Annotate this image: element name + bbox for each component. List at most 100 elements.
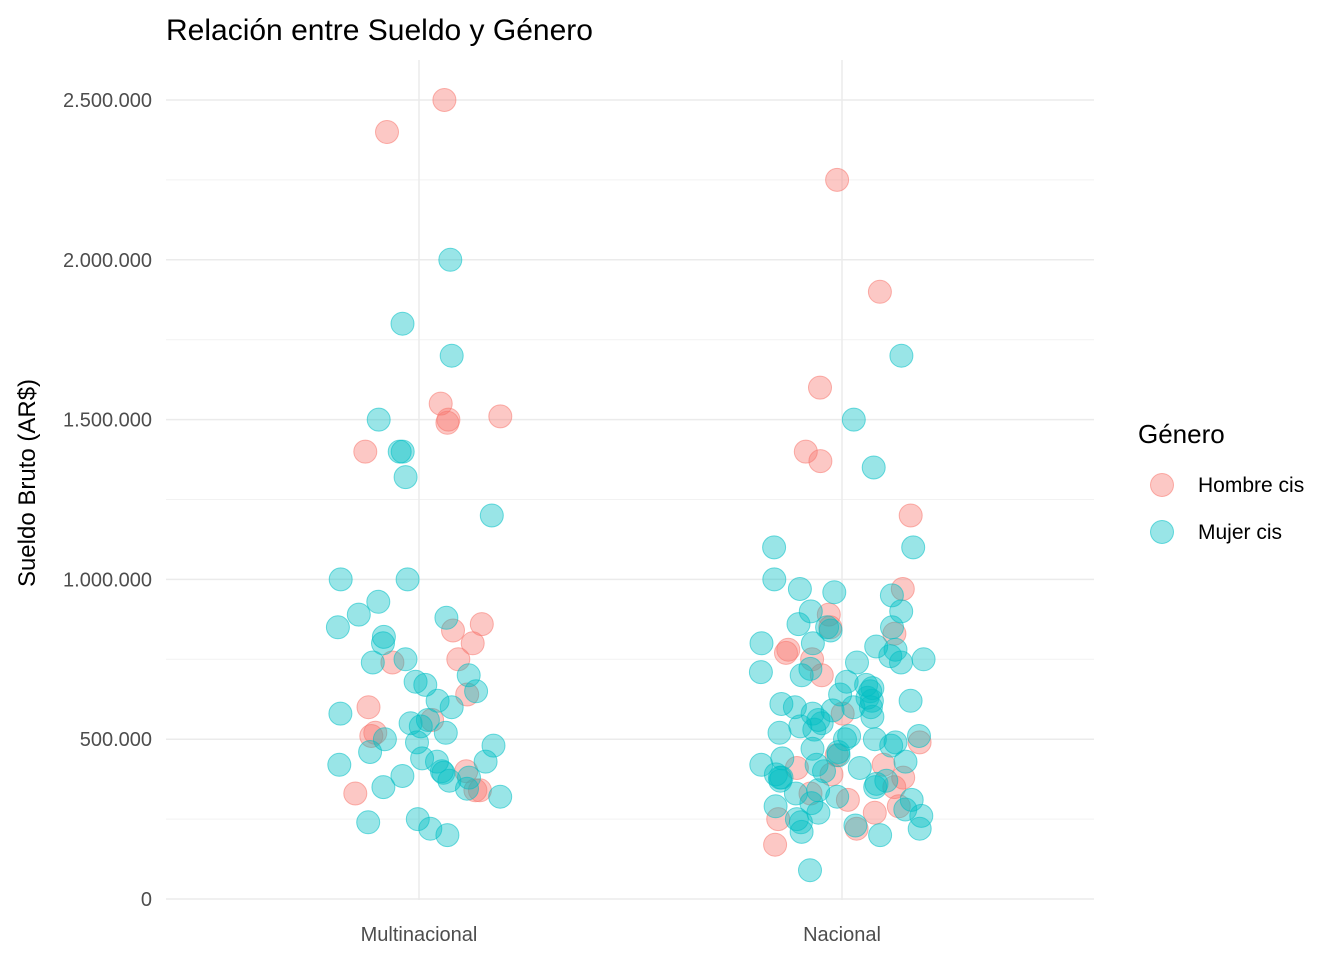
data-point — [433, 720, 458, 745]
data-point — [907, 724, 931, 748]
chart-title: Relación entre Sueldo y Género — [166, 14, 593, 47]
data-point — [828, 682, 853, 707]
data-point — [410, 746, 435, 771]
data-point — [804, 752, 829, 777]
data-point — [328, 567, 353, 592]
data-point — [833, 727, 857, 752]
data-point — [879, 583, 904, 608]
data-point — [432, 88, 457, 112]
data-point — [405, 730, 429, 755]
data-point — [858, 695, 883, 720]
data-point — [366, 589, 391, 614]
data-point — [439, 343, 464, 368]
data-point — [371, 631, 395, 656]
data-point — [847, 756, 872, 780]
data-point — [343, 781, 368, 806]
data-point — [395, 567, 420, 592]
data-point — [800, 631, 825, 656]
y-tick-label: 1.000.000 — [63, 569, 152, 591]
y-tick-label: 1.500.000 — [63, 410, 152, 432]
data-point — [907, 730, 932, 755]
data-point — [749, 752, 774, 777]
data-point — [826, 743, 851, 768]
legend-marker — [1150, 473, 1174, 497]
data-point — [438, 247, 463, 272]
data-point — [909, 803, 934, 828]
data-point — [883, 637, 908, 662]
legend-title: Género — [1138, 419, 1225, 449]
data-point — [889, 650, 913, 675]
data-point — [488, 404, 513, 429]
data-point — [868, 823, 893, 848]
data-point — [455, 776, 479, 801]
y-axis-label: Sueldo Bruto (AR$) — [14, 379, 41, 587]
data-point — [356, 695, 381, 720]
data-point — [375, 120, 399, 144]
data-point — [784, 807, 809, 832]
data-point — [879, 733, 904, 758]
data-point — [898, 503, 923, 528]
data-point — [861, 455, 886, 480]
data-point — [353, 439, 378, 464]
data-point — [802, 717, 827, 742]
data-point — [789, 663, 814, 688]
data-point — [358, 740, 383, 764]
data-point — [808, 449, 833, 474]
data-point — [911, 647, 936, 672]
data-point — [439, 695, 464, 720]
data-point — [371, 775, 396, 800]
data-point — [473, 749, 498, 774]
data-point — [763, 832, 788, 857]
x-tick-label: Multinacional — [361, 924, 478, 946]
data-point — [882, 775, 907, 800]
data-point — [809, 711, 834, 736]
data-point — [798, 599, 823, 624]
data-point — [488, 784, 513, 809]
data-point — [346, 602, 371, 627]
data-point — [809, 663, 834, 688]
data-point — [886, 794, 911, 819]
data-point — [862, 727, 887, 752]
data-point — [435, 410, 460, 435]
data-point — [390, 764, 415, 788]
data-point — [893, 749, 918, 774]
data-point — [889, 343, 914, 368]
y-tick-label: 2.500.000 — [63, 90, 152, 112]
data-point — [429, 759, 454, 784]
data-point — [479, 503, 504, 528]
data-point — [390, 311, 415, 336]
data-point — [748, 660, 773, 685]
data-point — [390, 439, 415, 464]
data-point — [425, 688, 450, 713]
data-point — [841, 407, 866, 432]
data-point — [880, 615, 904, 640]
data-point — [793, 439, 818, 464]
legend-marker — [1150, 520, 1174, 544]
data-point — [812, 759, 836, 784]
data-point — [393, 465, 418, 490]
data-point — [783, 781, 808, 806]
data-point — [456, 663, 481, 688]
data-point — [393, 647, 418, 672]
data-point — [371, 624, 396, 649]
data-point — [889, 599, 914, 624]
x-tick-label: Nacional — [803, 924, 881, 946]
data-point — [481, 733, 506, 758]
data-point — [798, 656, 823, 681]
data-point — [825, 784, 850, 809]
data-point — [460, 631, 485, 656]
data-point — [822, 580, 847, 605]
data-point — [776, 637, 801, 662]
data-point — [435, 823, 460, 848]
data-point — [834, 669, 859, 694]
data-point — [325, 615, 350, 640]
data-point — [762, 535, 787, 560]
data-point — [366, 407, 391, 432]
data-point — [825, 167, 850, 192]
data-point — [808, 375, 832, 400]
data-point — [871, 752, 896, 777]
data-point — [413, 672, 438, 697]
y-tick-label: 0 — [141, 889, 152, 911]
y-tick-label: 2.000.000 — [63, 250, 152, 272]
data-point — [787, 577, 812, 601]
